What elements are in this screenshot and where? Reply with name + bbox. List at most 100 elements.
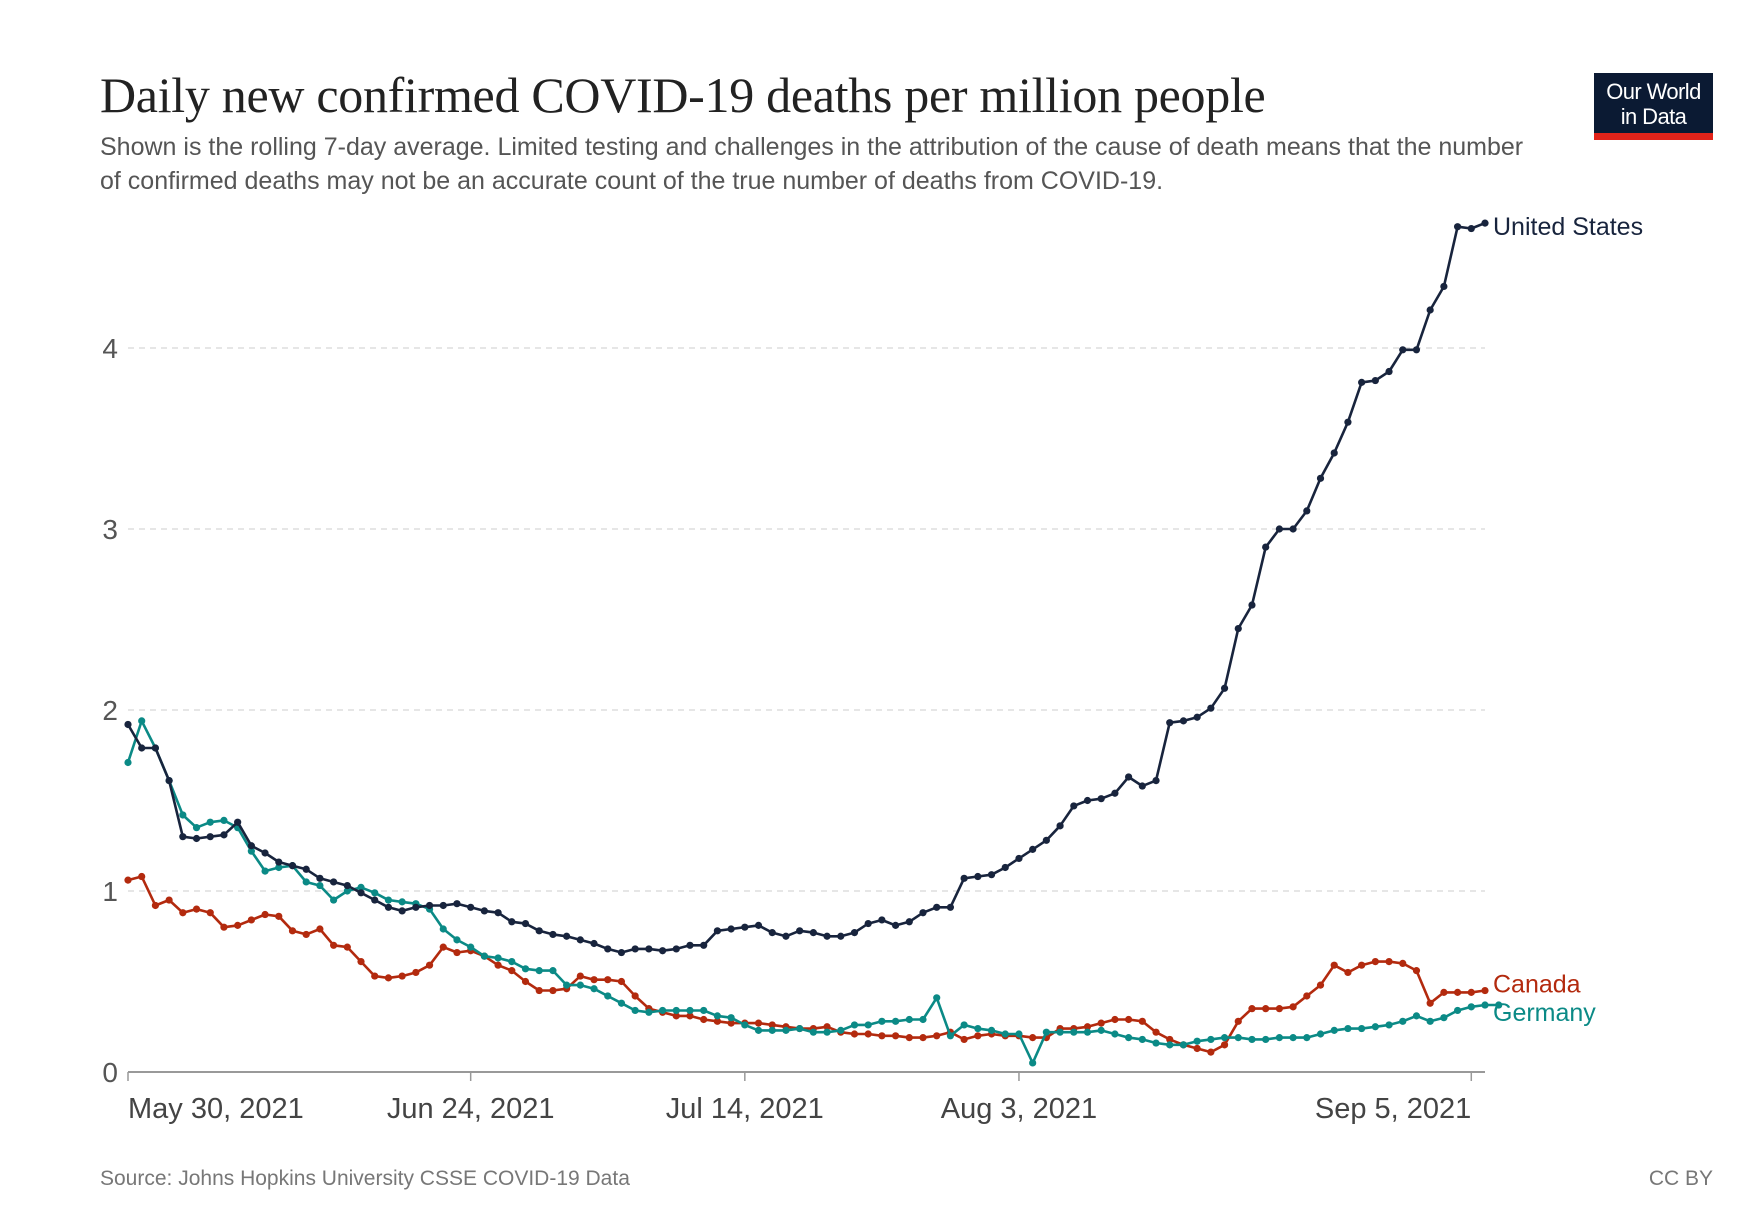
point-united-states — [700, 941, 708, 949]
point-united-states — [1042, 836, 1050, 844]
point-germany — [1248, 1035, 1256, 1044]
point-germany — [549, 967, 557, 975]
point-canada — [1330, 961, 1338, 969]
point-canada — [206, 909, 214, 917]
point-canada — [1111, 1015, 1119, 1024]
owid-logo[interactable]: Our World in Data — [1594, 73, 1713, 140]
point-united-states — [316, 874, 324, 882]
point-canada — [1248, 1005, 1256, 1013]
point-canada — [330, 941, 338, 949]
point-united-states — [1275, 525, 1283, 533]
point-germany — [1495, 1001, 1503, 1009]
point-canada — [1234, 1017, 1242, 1025]
point-canada — [933, 1032, 941, 1040]
point-germany — [1015, 1030, 1023, 1038]
point-canada — [1083, 1023, 1092, 1031]
point-canada — [768, 1021, 776, 1029]
point-germany — [1262, 1035, 1270, 1044]
point-canada — [302, 930, 310, 939]
point-germany — [261, 867, 269, 875]
point-germany — [837, 1026, 845, 1034]
point-canada — [1193, 1044, 1201, 1053]
logo-line-1: Our World — [1606, 79, 1701, 104]
point-canada — [891, 1032, 900, 1040]
point-united-states — [1070, 802, 1078, 810]
point-united-states — [1358, 378, 1366, 386]
point-united-states — [1440, 282, 1448, 291]
point-canada — [1453, 988, 1462, 996]
point-germany — [357, 883, 365, 891]
point-united-states — [206, 833, 214, 841]
point-germany — [1029, 1059, 1037, 1067]
point-canada — [878, 1032, 886, 1040]
point-united-states — [371, 896, 379, 904]
point-canada — [247, 916, 255, 924]
y-tick-label: 3 — [102, 514, 118, 545]
point-canada — [508, 967, 516, 975]
point-canada — [357, 957, 365, 966]
point-united-states — [1097, 795, 1105, 803]
point-germany — [645, 1008, 653, 1016]
point-united-states — [1399, 346, 1407, 354]
point-canada — [288, 927, 297, 935]
point-canada — [1440, 988, 1448, 996]
point-germany — [658, 1006, 667, 1015]
point-canada — [494, 961, 502, 969]
point-canada — [192, 905, 201, 913]
point-united-states — [124, 720, 132, 729]
point-united-states — [809, 929, 817, 937]
point-united-states — [1303, 507, 1311, 515]
point-united-states — [1467, 224, 1475, 233]
license-link[interactable]: CC BY — [1648, 1167, 1713, 1190]
point-germany — [631, 1006, 639, 1015]
point-germany — [138, 717, 146, 725]
point-united-states — [741, 923, 749, 931]
point-canada — [343, 943, 351, 951]
chart-subtitle: Shown is the rolling 7-day average. Limi… — [100, 133, 1524, 195]
point-germany — [823, 1028, 831, 1036]
point-canada — [974, 1032, 982, 1040]
point-united-states — [138, 744, 146, 752]
point-germany — [563, 981, 571, 989]
point-canada — [151, 901, 160, 910]
point-united-states — [919, 909, 927, 917]
point-germany — [946, 1032, 955, 1040]
point-canada — [398, 972, 406, 980]
point-germany — [754, 1026, 763, 1034]
point-canada — [1316, 981, 1325, 989]
x-tick-label: Jul 14, 2021 — [666, 1093, 824, 1125]
point-united-states — [1426, 306, 1434, 314]
point-united-states — [1371, 376, 1379, 385]
point-united-states — [425, 901, 434, 910]
point-canada — [1426, 999, 1434, 1007]
y-tick-label: 0 — [102, 1057, 118, 1088]
point-germany — [672, 1006, 680, 1015]
point-united-states — [713, 927, 722, 935]
point-united-states — [1111, 789, 1119, 797]
point-germany — [206, 818, 214, 826]
point-united-states — [604, 945, 612, 953]
point-united-states — [247, 842, 255, 850]
point-canada — [1262, 1005, 1270, 1013]
point-germany — [576, 981, 584, 989]
point-united-states — [494, 909, 502, 917]
point-united-states — [617, 948, 626, 957]
point-united-states — [1453, 223, 1462, 231]
label-canada: Canada — [1493, 971, 1581, 999]
point-united-states — [960, 874, 968, 882]
point-united-states — [1316, 474, 1325, 482]
point-germany — [330, 896, 338, 904]
point-germany — [343, 887, 351, 895]
point-canada — [1481, 986, 1489, 995]
point-canada — [1029, 1034, 1037, 1042]
point-united-states — [590, 939, 598, 948]
point-united-states — [1248, 601, 1256, 609]
point-canada — [535, 986, 543, 995]
x-axis: May 30, 2021 Jun 24, 2021 Jul 14, 2021 Aug … — [127, 1071, 1485, 1125]
point-germany — [384, 896, 393, 904]
point-germany — [439, 925, 447, 933]
point-canada — [1358, 961, 1366, 969]
point-united-states — [288, 862, 297, 870]
point-canada — [590, 976, 598, 984]
